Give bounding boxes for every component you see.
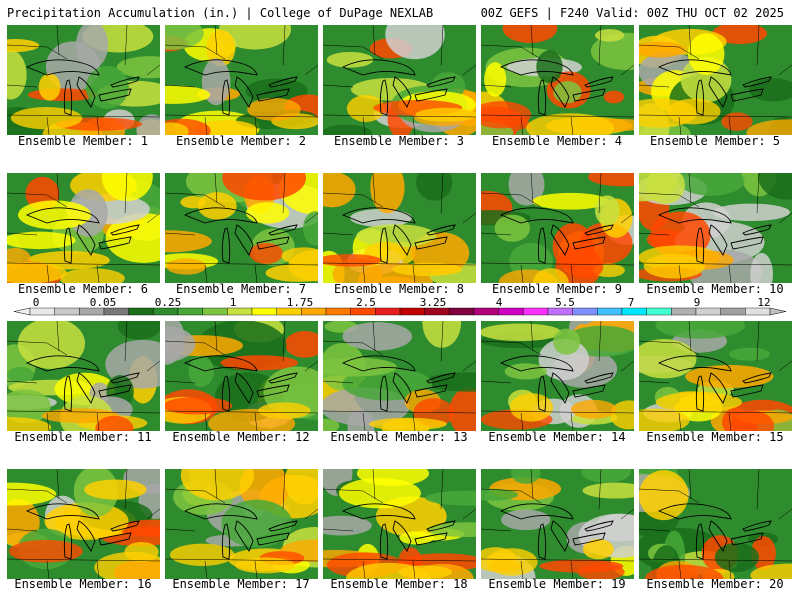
ensemble-member-label: Ensemble Member: 6 xyxy=(17,282,149,296)
ensemble-map-5 xyxy=(639,25,792,135)
ensemble-map-13 xyxy=(323,321,476,431)
ensemble-member-label: Ensemble Member: 13 xyxy=(330,430,468,444)
ensemble-member-label: Ensemble Member: 8 xyxy=(333,282,465,296)
colorbar-tick-label: 7 xyxy=(627,296,635,309)
ensemble-map-10 xyxy=(639,173,792,283)
colorbar-tick-label: 3.25 xyxy=(419,296,447,309)
colorbar-tick-label: 5.5 xyxy=(555,296,575,309)
colorbar-tick-label: 1.75 xyxy=(286,296,314,309)
colorbar-tick-label: 12 xyxy=(757,296,771,309)
colorbar-tick-label: 0 xyxy=(32,296,40,309)
colorbar-tick-label: 0.25 xyxy=(154,296,182,309)
ensemble-map-14 xyxy=(481,321,634,431)
ensemble-map-9 xyxy=(481,173,634,283)
ensemble-member-label: Ensemble Member: 2 xyxy=(175,134,307,148)
ensemble-map-15 xyxy=(639,321,792,431)
ensemble-map-16 xyxy=(7,469,160,579)
ensemble-map-20 xyxy=(639,469,792,579)
ensemble-member-label: Ensemble Member: 19 xyxy=(488,577,626,591)
colorbar-tick-label: 2.5 xyxy=(356,296,376,309)
ensemble-map-11 xyxy=(7,321,160,431)
ensemble-map-8 xyxy=(323,173,476,283)
ensemble-map-17 xyxy=(165,469,318,579)
ensemble-map-4 xyxy=(481,25,634,135)
ensemble-member-label: Ensemble Member: 17 xyxy=(172,577,310,591)
precip-colorbar xyxy=(13,307,787,316)
ensemble-map-3 xyxy=(323,25,476,135)
ensemble-map-1 xyxy=(7,25,160,135)
chart-title: Precipitation Accumulation (in.) | Colle… xyxy=(7,6,434,20)
ensemble-map-12 xyxy=(165,321,318,431)
ensemble-member-label: Ensemble Member: 3 xyxy=(333,134,465,148)
colorbar-tick-label: 9 xyxy=(693,296,701,309)
ensemble-member-label: Ensemble Member: 9 xyxy=(491,282,623,296)
run-info: 00Z GEFS | F240 Valid: 00Z THU OCT 02 20… xyxy=(480,6,784,20)
ensemble-member-label: Ensemble Member: 5 xyxy=(649,134,781,148)
ensemble-map-7 xyxy=(165,173,318,283)
ensemble-member-label: Ensemble Member: 15 xyxy=(646,430,784,444)
ensemble-map-6 xyxy=(7,173,160,283)
ensemble-member-label: Ensemble Member: 12 xyxy=(172,430,310,444)
ensemble-map-19 xyxy=(481,469,634,579)
ensemble-member-label: Ensemble Member: 20 xyxy=(646,577,784,591)
ensemble-member-label: Ensemble Member: 7 xyxy=(175,282,307,296)
ensemble-member-label: Ensemble Member: 16 xyxy=(14,577,152,591)
colorbar-tick-label: 4 xyxy=(495,296,503,309)
colorbar-tick-label: 1 xyxy=(229,296,237,309)
ensemble-map-18 xyxy=(323,469,476,579)
ensemble-member-label: Ensemble Member: 18 xyxy=(330,577,468,591)
ensemble-member-label: Ensemble Member: 4 xyxy=(491,134,623,148)
ensemble-member-label: Ensemble Member: 10 xyxy=(646,282,784,296)
ensemble-map-2 xyxy=(165,25,318,135)
ensemble-member-label: Ensemble Member: 14 xyxy=(488,430,626,444)
ensemble-member-label: Ensemble Member: 1 xyxy=(17,134,149,148)
ensemble-member-label: Ensemble Member: 11 xyxy=(14,430,152,444)
colorbar-tick-label: 0.05 xyxy=(89,296,117,309)
